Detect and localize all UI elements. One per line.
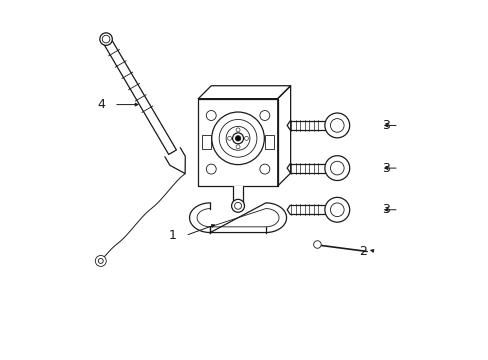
- Text: 4: 4: [97, 98, 105, 111]
- Circle shape: [206, 111, 216, 121]
- Circle shape: [259, 164, 269, 174]
- Circle shape: [235, 136, 240, 141]
- Text: 1: 1: [168, 229, 176, 242]
- Circle shape: [324, 156, 349, 180]
- Circle shape: [231, 199, 244, 212]
- Circle shape: [324, 197, 349, 222]
- Polygon shape: [198, 86, 290, 99]
- Polygon shape: [102, 37, 176, 154]
- Polygon shape: [164, 148, 185, 174]
- Circle shape: [313, 241, 321, 248]
- Circle shape: [324, 113, 349, 138]
- Circle shape: [206, 164, 216, 174]
- Polygon shape: [189, 203, 286, 233]
- Bar: [264, 135, 273, 149]
- Circle shape: [100, 33, 112, 45]
- Circle shape: [95, 256, 106, 266]
- Text: 3: 3: [381, 119, 389, 132]
- Text: 3: 3: [381, 203, 389, 216]
- Text: 2: 2: [358, 245, 366, 258]
- Polygon shape: [277, 86, 290, 186]
- Text: 3: 3: [381, 162, 389, 175]
- Circle shape: [259, 111, 269, 121]
- Bar: [202, 135, 211, 149]
- Polygon shape: [198, 99, 277, 186]
- Polygon shape: [233, 186, 243, 204]
